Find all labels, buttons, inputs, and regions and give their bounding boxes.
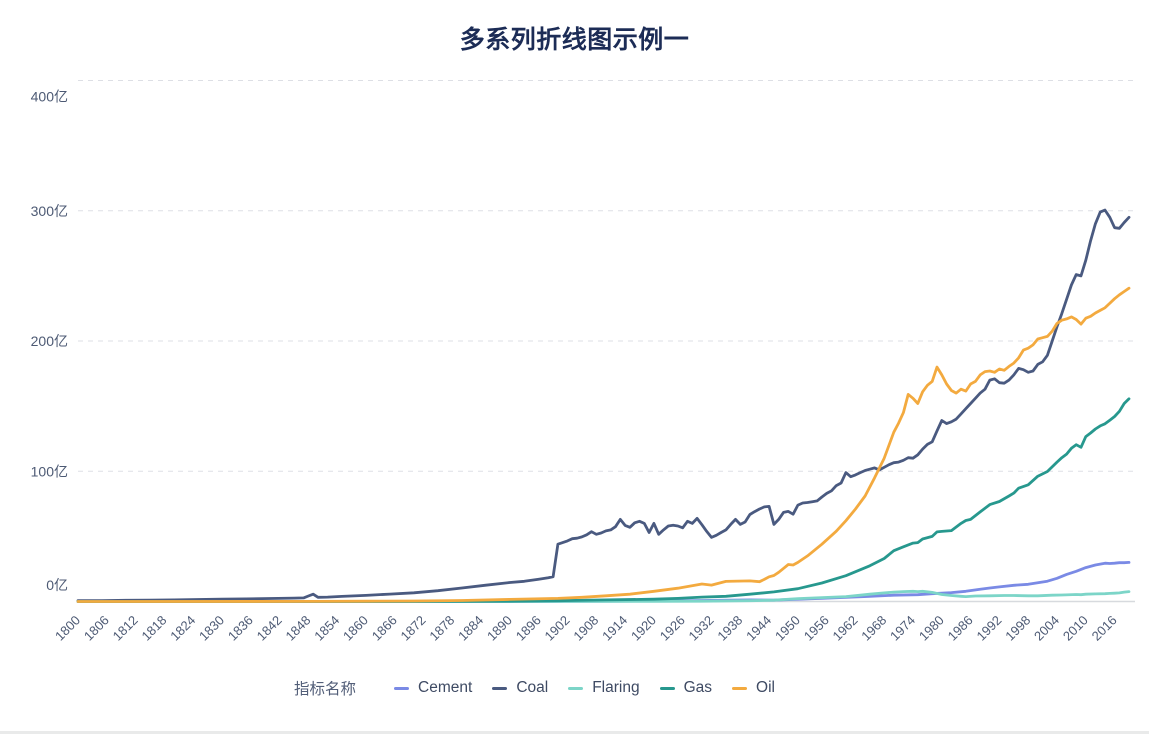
series-line-coal	[76, 208, 1131, 603]
bottom-divider	[0, 731, 1149, 734]
legend-item-label: Oil	[756, 679, 775, 696]
x-axis-tick-label: 1914	[599, 613, 630, 644]
legend-dash-icon	[659, 686, 675, 690]
x-axis-tick-label: 1890	[484, 613, 515, 644]
legend-item-coal[interactable]: Coal	[492, 679, 548, 697]
legend-items: Cement Coal Flaring Gas Oil	[394, 679, 775, 697]
legend-item-label: Flaring	[592, 679, 640, 696]
y-axis-tick-label: 300亿	[31, 203, 68, 219]
x-axis-tick-label: 1866	[369, 613, 400, 644]
x-axis-tick-label: 1836	[225, 613, 256, 644]
legend-item-oil[interactable]: Oil	[732, 679, 775, 697]
x-axis-tick-label: 1854	[311, 613, 342, 644]
legend-dash-icon	[568, 686, 584, 690]
x-axis-tick-label: 1956	[801, 613, 832, 644]
y-axis-tick-label: 400亿	[31, 89, 68, 105]
x-axis-tick-label: 1902	[542, 613, 573, 644]
x-axis-tick-label: 1860	[340, 613, 371, 644]
legend-dash-icon	[492, 686, 508, 690]
series-line-oil	[76, 286, 1131, 603]
legend-dash-icon	[732, 686, 748, 690]
x-axis-tick-label: 1992	[973, 613, 1004, 644]
x-axis-tick-label: 2004	[1031, 613, 1062, 644]
x-axis-tick-label: 1878	[426, 613, 457, 644]
x-axis-tick-label: 1872	[398, 613, 429, 644]
legend-item-label: Gas	[683, 679, 713, 696]
legend-item-label: Cement	[418, 679, 473, 696]
x-axis-tick-label: 1842	[254, 613, 285, 644]
chart-legend: 指标名称 Cement Coal Flaring Gas Oil	[0, 677, 1149, 699]
legend-title: 指标名称	[294, 681, 357, 698]
x-axis-tick-label: 2010	[1060, 613, 1091, 644]
x-axis-tick-label: 1962	[830, 613, 861, 644]
x-axis-tick-label: 1950	[772, 613, 803, 644]
line-chart-plot-area[interactable]: 0亿100亿200亿300亿400亿1800180618121818182418…	[0, 0, 1149, 662]
x-axis-tick-label: 1800	[52, 613, 83, 644]
x-axis-tick-label: 1830	[196, 613, 227, 644]
legend-dash-icon	[394, 686, 410, 690]
legend-item-label: Coal	[516, 679, 549, 696]
legend-item-gas[interactable]: Gas	[659, 679, 713, 697]
x-axis-tick-label: 1896	[513, 613, 544, 644]
x-axis-tick-label: 1848	[282, 613, 313, 644]
chart-title: 多系列折线图示例一	[459, 26, 690, 54]
x-axis-tick-label: 1974	[887, 613, 918, 644]
series-line-flaring	[76, 589, 1131, 603]
x-axis-tick-label: 1986	[945, 613, 976, 644]
x-axis-tick-label: 1908	[570, 613, 601, 644]
x-axis-tick-label: 1818	[138, 613, 169, 644]
series-line-gas	[76, 397, 1131, 603]
y-axis-tick-label: 200亿	[31, 333, 68, 349]
x-axis-tick-label: 1938	[714, 613, 745, 644]
x-axis-tick-label: 1920	[628, 613, 659, 644]
x-axis-tick-label: 1944	[743, 613, 774, 644]
x-axis-tick-label: 2016	[1089, 613, 1120, 644]
y-axis-tick-label: 100亿	[31, 463, 68, 479]
x-axis-tick-label: 1968	[858, 613, 889, 644]
legend-item-cement[interactable]: Cement	[394, 679, 472, 697]
x-axis-tick-label: 1884	[455, 613, 486, 644]
x-axis-tick-label: 1980	[916, 613, 947, 644]
y-axis-tick-label: 0亿	[46, 577, 68, 593]
x-axis-tick-label: 1926	[657, 613, 688, 644]
x-axis-tick-label: 1932	[686, 613, 717, 644]
x-axis-tick-label: 1806	[81, 613, 112, 644]
x-axis-tick-label: 1824	[167, 613, 198, 644]
x-axis-tick-label: 1812	[110, 613, 141, 644]
legend-item-flaring[interactable]: Flaring	[568, 679, 640, 697]
x-axis-tick-label: 1998	[1002, 613, 1033, 644]
